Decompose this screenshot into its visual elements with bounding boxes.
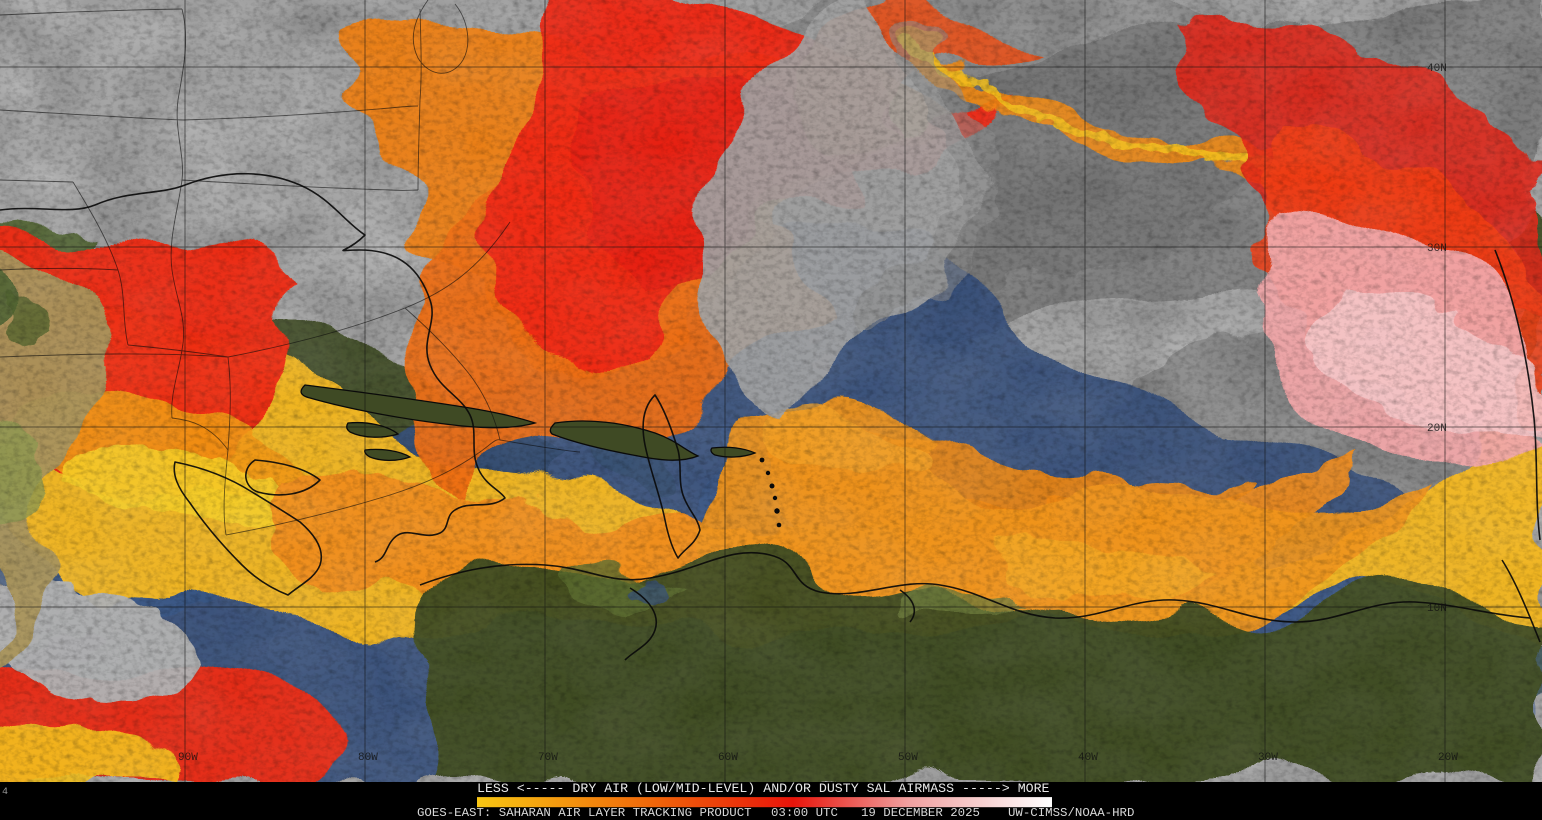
svg-text:90W: 90W [178, 752, 198, 764]
svg-text:40W: 40W [1078, 752, 1098, 764]
svg-text:03:00 UTC: 03:00 UTC [771, 806, 838, 820]
svg-text:70W: 70W [538, 752, 558, 764]
svg-text:UW-CIMSS/NOAA-HRD: UW-CIMSS/NOAA-HRD [1008, 806, 1134, 820]
svg-text:LESS <----- DRY AIR (LOW/MID-L: LESS <----- DRY AIR (LOW/MID-LEVEL) AND/… [477, 782, 1050, 796]
svg-text:80W: 80W [358, 752, 378, 764]
svg-text:GOES-EAST: SAHARAN AIR LAYER T: GOES-EAST: SAHARAN AIR LAYER TRACKING PR… [417, 806, 752, 820]
svg-text:19 DECEMBER 2025: 19 DECEMBER 2025 [861, 806, 980, 820]
svg-text:40N: 40N [1427, 63, 1447, 75]
svg-text:20W: 20W [1438, 752, 1458, 764]
svg-text:30W: 30W [1258, 752, 1278, 764]
svg-text:4: 4 [2, 787, 8, 798]
svg-text:50W: 50W [898, 752, 918, 764]
svg-text:20N: 20N [1427, 423, 1447, 435]
svg-text:10N: 10N [1427, 603, 1447, 615]
svg-text:30N: 30N [1427, 243, 1447, 255]
svg-text:60W: 60W [718, 752, 738, 764]
